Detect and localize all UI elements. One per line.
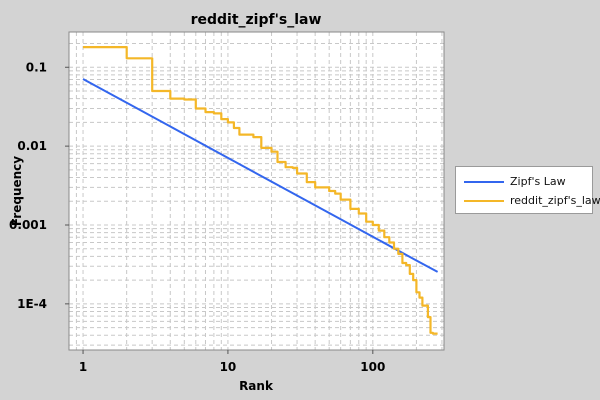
series-line-1 [83, 46, 438, 335]
y-tick-label: 1E-4 [17, 297, 47, 311]
plot-area [69, 32, 444, 350]
chart-title: reddit_zipf's_law [191, 12, 322, 28]
y-tick-label: 0.1 [26, 60, 47, 74]
x-axis-label: Rank [239, 379, 274, 393]
legend: Zipf's Law reddit_zipf's_law [455, 166, 600, 214]
legend-item-reddit-zipfs-law: reddit_zipf's_law [456, 193, 600, 209]
legend-label: Zipf's Law [510, 175, 566, 188]
legend-label: reddit_zipf's_law [510, 194, 600, 207]
legend-swatch [464, 200, 504, 202]
x-tick-label: 1 [79, 360, 87, 374]
y-axis-label: Frequency [10, 156, 24, 226]
legend-swatch [464, 181, 504, 183]
tick-labels: 1 10 100 1E-4 0.001 0.01 0.1 [9, 60, 385, 374]
y-tick-label: 0.01 [17, 139, 47, 153]
plot-border [68, 31, 445, 351]
x-tick-label: 100 [360, 360, 385, 374]
series-layer [82, 46, 439, 335]
y-tick-label: 0.001 [9, 218, 47, 232]
x-tick-label: 10 [220, 360, 237, 374]
series-line-0 [82, 78, 439, 273]
legend-item-zipfs-law: Zipf's Law [456, 174, 594, 190]
